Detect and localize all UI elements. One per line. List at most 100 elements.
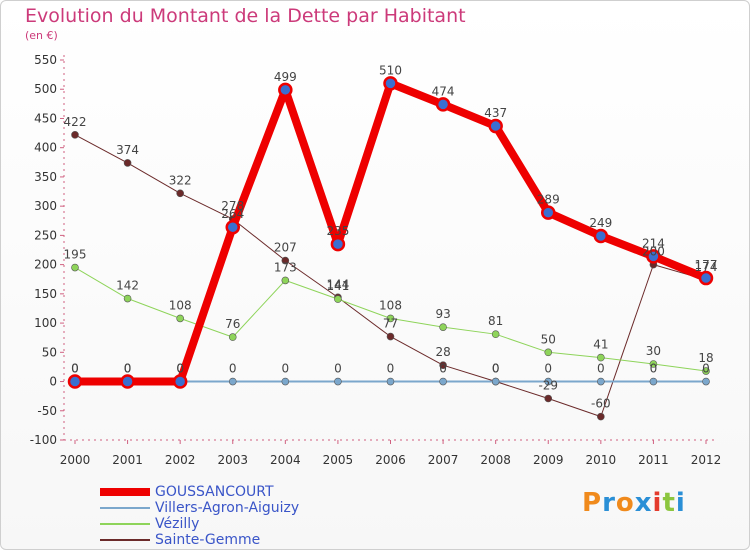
data-label-goussancourt: 0 xyxy=(124,362,132,376)
data-point-villers-agron-aiguizy xyxy=(544,377,553,386)
x-tick-label: 2011 xyxy=(638,453,669,467)
x-tick-label: 2001 xyxy=(112,453,143,467)
y-tick-label: 200 xyxy=(34,258,57,272)
data-point-goussancourt xyxy=(383,76,398,91)
data-point-v-zilly xyxy=(702,367,710,375)
data-label-sainte-gemme: 278 xyxy=(221,199,244,213)
data-label-sainte-gemme: 207 xyxy=(274,241,297,255)
data-point-sainte-gemme xyxy=(386,332,395,341)
legend-label: GOUSSANCOURT xyxy=(155,484,274,500)
data-label-goussancourt: 437 xyxy=(484,106,507,120)
data-point-goussancourt xyxy=(172,374,188,389)
data-label-goussancourt: 249 xyxy=(589,216,612,230)
proxiti-logo: Proxiti xyxy=(582,488,686,518)
data-label-v-zilly: 108 xyxy=(379,298,402,312)
data-point-sainte-gemme xyxy=(597,412,605,421)
data-label-goussancourt: 0 xyxy=(176,362,184,376)
data-label-villers-agron-aiguizy: 0 xyxy=(229,362,237,376)
logo-letter: r xyxy=(602,488,616,518)
data-point-goussancourt xyxy=(541,205,556,220)
data-label-goussancourt: 474 xyxy=(432,84,455,98)
data-label-villers-agron-aiguizy: 0 xyxy=(71,362,79,376)
data-label-v-zilly: 76 xyxy=(225,317,240,331)
x-tick-label: 2012 xyxy=(691,453,722,467)
data-label-villers-agron-aiguizy: 0 xyxy=(334,362,342,376)
data-point-villers-agron-aiguizy xyxy=(334,377,342,386)
data-label-sainte-gemme: 0 xyxy=(492,362,500,376)
data-point-v-zilly xyxy=(386,314,395,323)
data-point-villers-agron-aiguizy xyxy=(649,377,658,386)
y-tick-label: 550 xyxy=(34,53,57,67)
data-point-goussancourt xyxy=(488,118,503,134)
legend-label: Sainte-Gemme xyxy=(155,532,261,548)
data-label-sainte-gemme: 174 xyxy=(695,260,718,274)
y-tick-label: -100 xyxy=(30,433,57,447)
data-label-v-zilly: 93 xyxy=(435,307,450,321)
data-label-goussancourt: 235 xyxy=(326,224,349,238)
data-label-sainte-gemme: 322 xyxy=(169,173,192,187)
data-label-v-zilly: 50 xyxy=(541,332,556,346)
data-label-villers-agron-aiguizy: 0 xyxy=(282,362,290,376)
data-label-v-zilly: 18 xyxy=(698,351,713,365)
data-point-v-zilly xyxy=(439,323,447,331)
data-point-villers-agron-aiguizy xyxy=(597,377,605,386)
legend-swatch xyxy=(100,523,150,525)
data-point-villers-agron-aiguizy xyxy=(228,377,237,386)
data-point-v-zilly xyxy=(491,330,500,338)
y-tick-label: -50 xyxy=(37,404,57,418)
x-tick-label: 2006 xyxy=(375,453,406,467)
legend-swatch xyxy=(100,488,150,496)
data-label-villers-agron-aiguizy: 0 xyxy=(597,362,605,376)
data-point-villers-agron-aiguizy xyxy=(386,377,395,386)
y-tick-label: 150 xyxy=(34,287,57,301)
data-label-sainte-gemme: 144 xyxy=(326,277,349,291)
data-point-v-zilly xyxy=(649,360,658,368)
chart-subtitle: (en €) xyxy=(25,29,58,42)
data-point-goussancourt xyxy=(646,249,661,264)
x-tick-label: 2008 xyxy=(480,453,511,467)
data-point-goussancourt xyxy=(67,374,83,389)
logo-letter: i xyxy=(652,488,663,518)
data-label-villers-agron-aiguizy: 0 xyxy=(650,362,658,376)
data-label-v-zilly: 141 xyxy=(326,279,349,293)
data-label-goussancourt: 264 xyxy=(221,207,244,221)
data-point-sainte-gemme xyxy=(544,394,553,403)
data-label-sainte-gemme: 200 xyxy=(642,245,665,259)
legend-swatch xyxy=(100,507,150,509)
data-label-goussancourt: 499 xyxy=(274,70,297,84)
data-point-v-zilly xyxy=(123,294,132,303)
x-tick-label: 2005 xyxy=(323,453,354,467)
y-tick-label: 50 xyxy=(42,345,57,359)
logo-letter: t xyxy=(662,488,676,518)
data-point-villers-agron-aiguizy xyxy=(439,377,447,386)
data-point-v-zilly xyxy=(228,333,237,341)
y-tick-label: 500 xyxy=(34,82,57,96)
data-label-sainte-gemme: -29 xyxy=(538,378,558,392)
x-tick-label: 2007 xyxy=(428,453,459,467)
data-label-sainte-gemme: 422 xyxy=(64,115,87,129)
data-label-villers-agron-aiguizy: 0 xyxy=(439,362,447,376)
data-point-v-zilly xyxy=(176,314,184,323)
logo-letter: o xyxy=(615,488,635,518)
data-point-goussancourt xyxy=(330,236,346,252)
data-label-goussancourt: 214 xyxy=(642,236,665,250)
y-tick-label: 350 xyxy=(34,170,57,184)
logo-letter: P xyxy=(582,488,603,518)
x-tick-label: 2003 xyxy=(217,453,248,467)
data-point-goussancourt xyxy=(593,228,609,244)
data-point-sainte-gemme xyxy=(439,361,447,369)
data-point-goussancourt xyxy=(278,82,293,98)
data-point-v-zilly xyxy=(281,276,290,285)
data-label-sainte-gemme: -60 xyxy=(591,397,611,411)
data-label-goussancourt: 177 xyxy=(695,258,718,272)
data-label-v-zilly: 108 xyxy=(169,298,192,312)
data-point-villers-agron-aiguizy xyxy=(491,377,500,386)
data-point-villers-agron-aiguizy xyxy=(281,377,290,386)
legend-label: Vézilly xyxy=(155,516,200,532)
data-label-v-zilly: 173 xyxy=(274,260,297,274)
logo-letter: x xyxy=(634,488,653,518)
data-label-v-zilly: 30 xyxy=(646,344,661,358)
data-point-sainte-gemme xyxy=(123,159,132,167)
y-tick-label: 250 xyxy=(34,228,57,242)
